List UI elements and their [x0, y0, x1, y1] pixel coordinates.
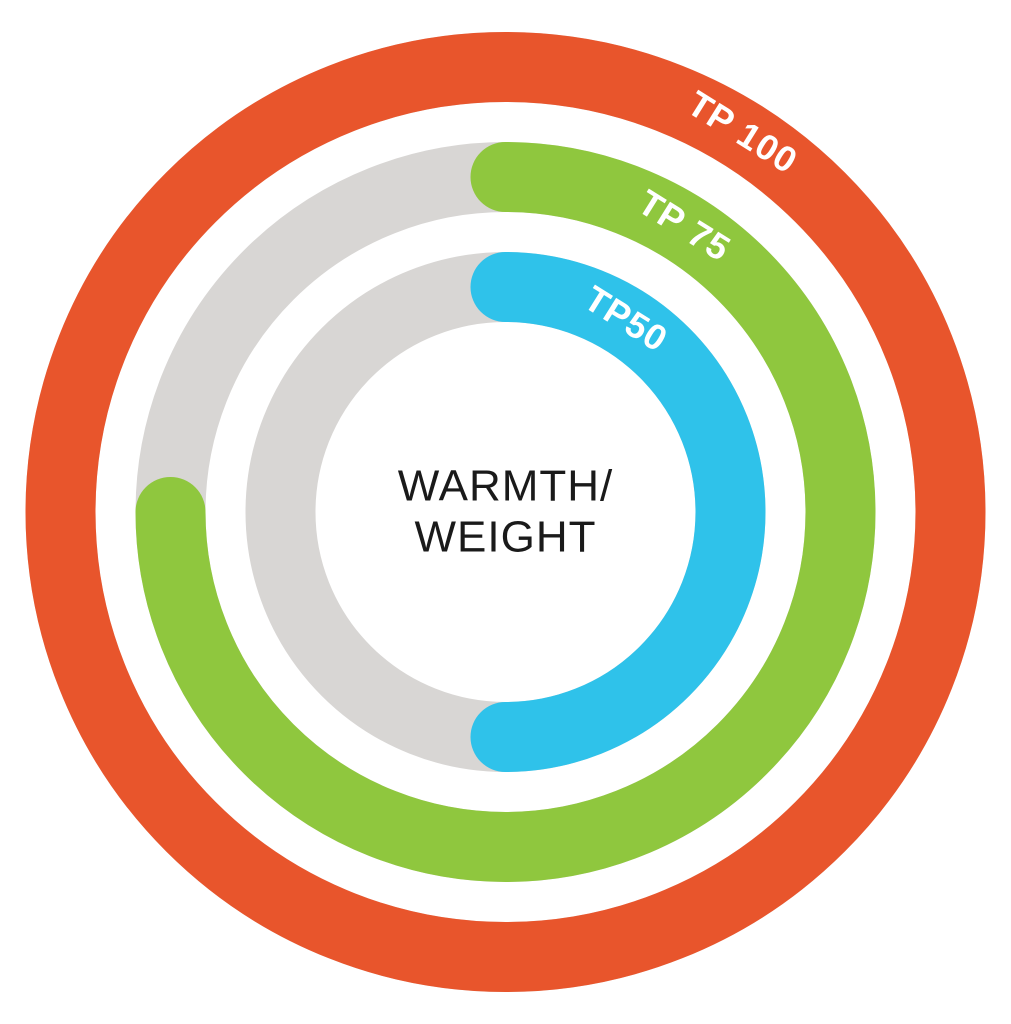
radial-chart: TP 100TP 75TP50 WARMTH/ WEIGHT [0, 0, 1011, 1024]
chart-title-line2: WEIGHT [398, 512, 614, 563]
chart-title-line1: WARMTH/ [398, 461, 614, 512]
chart-title: WARMTH/ WEIGHT [398, 461, 614, 562]
